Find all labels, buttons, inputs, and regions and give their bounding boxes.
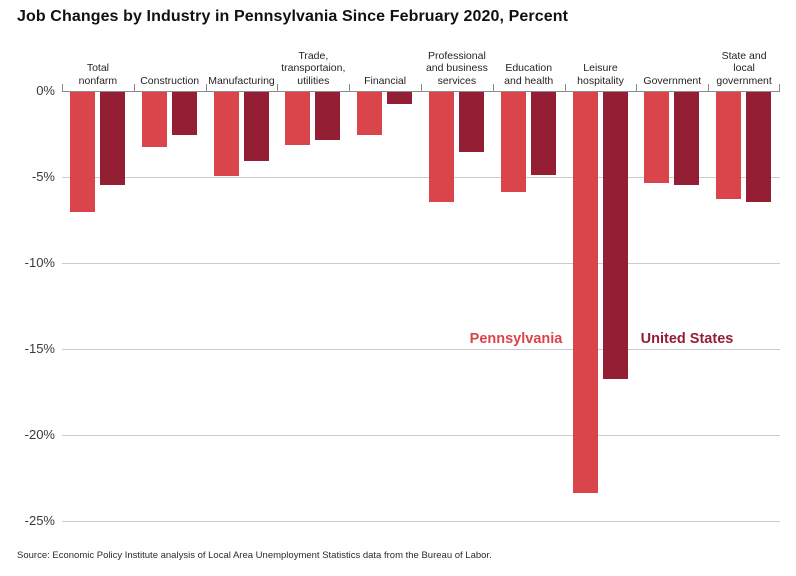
axis-tick — [421, 84, 422, 91]
y-axis-tick-label: -5% — [31, 169, 55, 184]
category-label-line: nonfarm — [78, 74, 118, 87]
axis-tick — [779, 84, 780, 91]
category-label: Education and health — [482, 62, 576, 87]
bar-united-states — [387, 92, 413, 105]
series-label-pennsylvania: Pennsylvania — [469, 331, 563, 347]
series-label-united-states: United States — [640, 331, 734, 347]
category-label-line: Total — [86, 62, 109, 74]
bar-pennsylvania — [141, 92, 167, 148]
source-note: Source: Economic Policy Institute analys… — [17, 550, 492, 561]
gridline — [62, 520, 780, 522]
category-label-line: Manufacturing — [208, 74, 275, 87]
bar-united-states — [674, 92, 700, 185]
category-label-line: Leisure — [583, 62, 618, 74]
category-label-line: hospitality — [577, 74, 624, 87]
bar-pennsylvania — [285, 92, 311, 146]
category-label-line: State and — [721, 49, 767, 62]
y-axis-tick-label: -10% — [24, 255, 55, 270]
category-label-line: Professional — [428, 49, 486, 62]
axis-tick — [493, 84, 494, 91]
category-label: Leisure hospitality — [554, 62, 648, 87]
bar-pennsylvania — [70, 92, 95, 213]
plot-area: Pennsylvania United States Total nonfarm C… — [62, 50, 780, 522]
bar-pennsylvania — [213, 92, 239, 177]
category-label: Government — [625, 75, 719, 88]
chart-title: Job Changes by Industry in Pennsylvania … — [17, 8, 568, 25]
axis-tick — [134, 84, 135, 91]
category-label-line: Financial — [364, 74, 407, 87]
category-label: Financial — [338, 75, 432, 88]
category-label-line: Construction — [140, 74, 200, 87]
bar-united-states — [602, 92, 628, 380]
bar-pennsylvania — [500, 92, 526, 192]
bar-united-states — [243, 92, 269, 161]
category-label-line: utilities — [297, 74, 330, 87]
category-label-line: and health — [504, 74, 554, 87]
category-label-line: and business — [425, 62, 488, 74]
category-label: Manufacturing — [195, 75, 289, 88]
axis-tick — [636, 84, 637, 91]
bar-pennsylvania — [357, 92, 383, 135]
axis-tick — [206, 84, 207, 91]
bar-united-states — [459, 92, 484, 153]
y-axis-tick-label: 0% — [36, 83, 55, 98]
axis-tick — [708, 84, 709, 91]
y-axis-tick-label: -15% — [24, 341, 55, 356]
category-label-line: transportaion, — [281, 62, 346, 74]
bar-united-states — [100, 92, 125, 185]
gridline — [62, 262, 780, 264]
gridline — [62, 176, 780, 178]
axis-tick — [349, 84, 350, 91]
category-label-line: Government — [643, 74, 702, 87]
bar-pennsylvania — [429, 92, 454, 203]
bar-pennsylvania — [716, 92, 742, 199]
category-label-line: local — [733, 62, 755, 74]
category-label: Professional and business services — [410, 50, 504, 88]
category-label-line: Trade, — [298, 49, 329, 62]
category-label: Trade, transportaion, utilities — [266, 50, 360, 88]
y-axis: 0% -5% -10% -15% -20% -25% — [0, 83, 55, 528]
y-axis-tick-label: -25% — [24, 513, 55, 528]
category-label-line: services — [437, 74, 477, 87]
bar-united-states — [171, 92, 197, 135]
bar-united-states — [530, 92, 556, 175]
category-label: Total nonfarm — [51, 62, 145, 87]
axis-tick — [277, 84, 278, 91]
category-label: State and local government — [697, 50, 791, 88]
category-label: Construction — [123, 75, 217, 88]
axis-tick — [62, 84, 63, 91]
category-label-line: government — [716, 74, 772, 87]
y-axis-tick-label: -20% — [24, 427, 55, 442]
bar-pennsylvania — [644, 92, 670, 184]
x-axis-line — [62, 91, 780, 92]
category-label-line: Education — [505, 62, 553, 74]
bar-united-states — [315, 92, 341, 141]
bar-pennsylvania — [572, 92, 598, 493]
bar-united-states — [746, 92, 772, 203]
gridline — [62, 434, 780, 436]
gridline — [62, 348, 780, 350]
axis-tick — [565, 84, 566, 91]
